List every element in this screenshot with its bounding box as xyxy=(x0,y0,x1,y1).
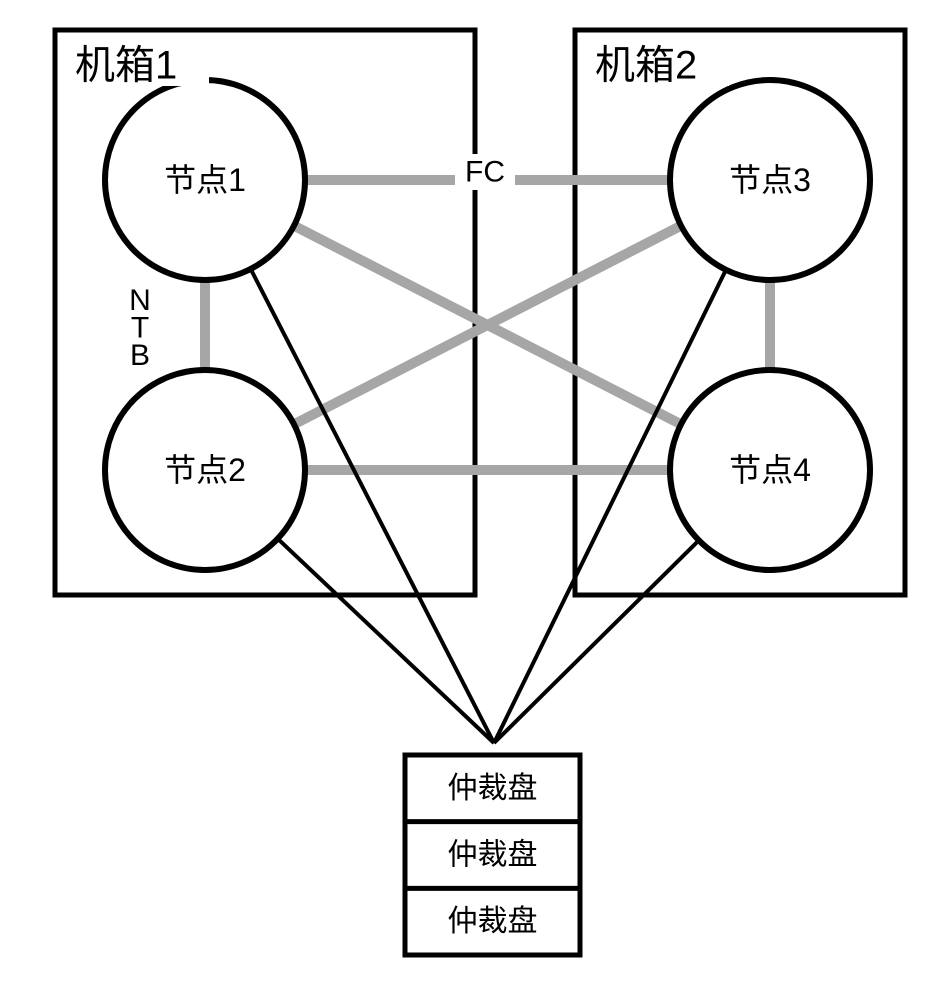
node2-label: 节点2 xyxy=(164,452,246,488)
conn-label-0: FC xyxy=(465,156,505,189)
disk-label-2: 仲裁盘 xyxy=(448,905,538,938)
chassis2-label: 机箱2 xyxy=(595,44,697,88)
conn-node2-disk xyxy=(278,539,494,743)
node4-label: 节点4 xyxy=(729,452,811,488)
disk-label-1: 仲裁盘 xyxy=(448,839,538,872)
network-diagram: 节点1节点2节点3节点4FCNTB机箱1机箱2仲裁盘仲裁盘仲裁盘 xyxy=(0,0,950,1000)
node3-label: 节点3 xyxy=(729,162,811,198)
conn-label-1-char2: B xyxy=(130,339,150,372)
chassis1-label: 机箱1 xyxy=(75,44,177,88)
node1-label: 节点1 xyxy=(164,162,246,198)
disk-label-0: 仲裁盘 xyxy=(448,772,538,805)
conn-node4-disk xyxy=(494,540,699,743)
